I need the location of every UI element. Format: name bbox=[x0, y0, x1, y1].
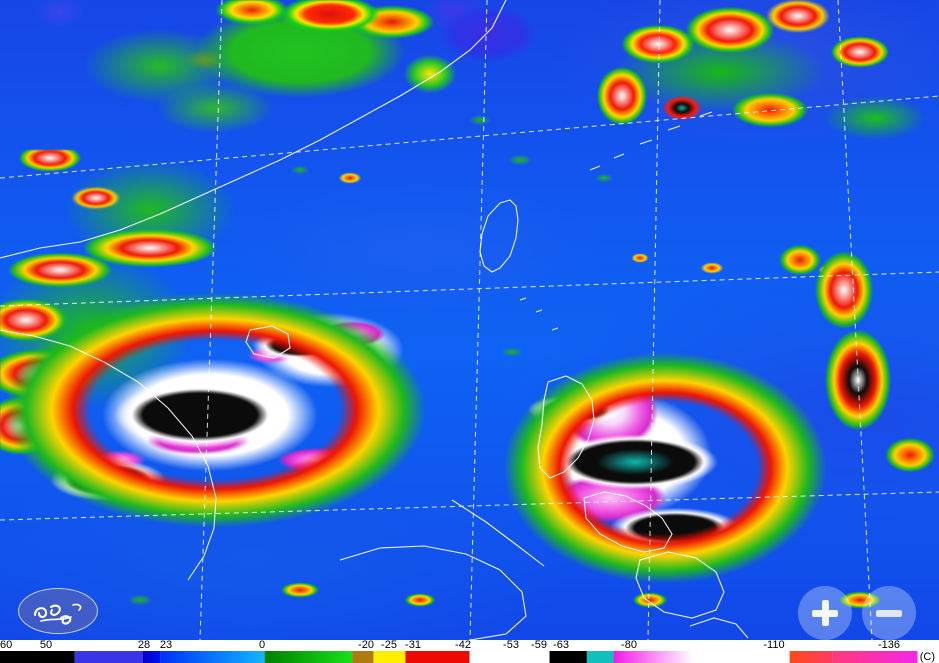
weather-service-logo bbox=[18, 588, 98, 634]
colorbar-segment bbox=[586, 651, 614, 663]
southwest-convective-system bbox=[0, 290, 470, 550]
colorbar-segment bbox=[373, 651, 406, 663]
colorbar-tick: -42 bbox=[455, 639, 471, 651]
coastline-hainan bbox=[245, 325, 291, 359]
colorbar-tick: -110 bbox=[763, 639, 785, 651]
colorbar-segment bbox=[549, 651, 587, 663]
northeast-cloud-band bbox=[530, 0, 939, 170]
colorbar-tick: -25 bbox=[381, 639, 397, 651]
colorbar-segment bbox=[613, 651, 694, 663]
logo-swirl-icon bbox=[33, 603, 82, 625]
zoom-out-button[interactable] bbox=[862, 586, 916, 640]
colorbar-tick: -63 bbox=[553, 639, 569, 651]
colorbar-tick: 23 bbox=[159, 639, 173, 651]
coastline-ryukyu-islands bbox=[589, 111, 713, 171]
northwest-cloud-band bbox=[0, 0, 520, 150]
graticule-lines bbox=[0, 0, 939, 640]
zoom-in-button[interactable] bbox=[798, 586, 852, 640]
coastline-mindanao bbox=[635, 551, 725, 619]
map-vector-overlay bbox=[0, 0, 939, 640]
colorbar-tick: -59 bbox=[531, 639, 547, 651]
colorbar-segment bbox=[832, 651, 918, 663]
longitude-line bbox=[647, 0, 661, 640]
coastline-taiwan bbox=[479, 199, 519, 273]
colorbar-panel: 60 50 28 23 0 -20 -25 -31 -42 -53 -59 -63 -80 -110 -13… bbox=[0, 639, 939, 663]
colorbar-segment bbox=[917, 651, 939, 663]
colorbar-segment bbox=[74, 651, 143, 663]
latitude-line bbox=[0, 491, 939, 521]
colorbar-unit-label: (C) bbox=[919, 651, 935, 663]
coastlines bbox=[0, 0, 749, 640]
colorbar-gradient bbox=[0, 651, 939, 663]
colorbar-tick: 50 bbox=[39, 639, 53, 651]
colorbar-segment bbox=[405, 651, 470, 663]
colorbar-tick: -136 bbox=[877, 639, 901, 651]
southeast-convective-system bbox=[505, 350, 835, 590]
plus-icon-vertical bbox=[821, 600, 829, 626]
colorbar-tick: -53 bbox=[503, 639, 519, 651]
colorbar-segment bbox=[352, 651, 374, 663]
minus-icon bbox=[876, 609, 902, 617]
coastline-luzon bbox=[537, 375, 595, 479]
colorbar-tick: -31 bbox=[405, 639, 421, 651]
colorbar-tick: 0 bbox=[258, 639, 266, 651]
latitude-line bbox=[0, 271, 939, 307]
colorbar-tick: 28 bbox=[137, 639, 151, 651]
longitude-line bbox=[837, 0, 873, 640]
colorbar-tick: 60 bbox=[0, 639, 13, 651]
colorbar-segment bbox=[0, 651, 75, 663]
colorbar-tick-labels: 60 50 28 23 0 -20 -25 -31 -42 -53 -59 -63 -80 -110 -13… bbox=[0, 639, 939, 651]
colorbar-segment bbox=[264, 651, 353, 663]
coastline-borneo bbox=[339, 545, 527, 640]
colorbar-segment bbox=[142, 651, 161, 663]
coastline-palawan bbox=[451, 499, 545, 567]
colorbar-tick: -80 bbox=[621, 639, 637, 651]
coastline-visayas bbox=[583, 491, 673, 553]
coastline-batanes bbox=[519, 297, 559, 331]
longitude-line bbox=[469, 0, 488, 640]
coastline-china-mainland bbox=[0, 0, 507, 259]
colorbar-segment bbox=[789, 651, 833, 663]
colorbar-segment bbox=[469, 651, 550, 663]
latitude-line bbox=[0, 95, 939, 179]
colorbar-segment bbox=[160, 651, 265, 663]
coastline-indochina bbox=[0, 329, 217, 581]
satellite-raster[interactable] bbox=[0, 0, 939, 640]
colorbar-segment bbox=[693, 651, 790, 663]
colorbar-tick: -20 bbox=[358, 639, 374, 651]
longitude-line bbox=[199, 0, 223, 640]
coastline-sulawesi bbox=[689, 617, 749, 639]
